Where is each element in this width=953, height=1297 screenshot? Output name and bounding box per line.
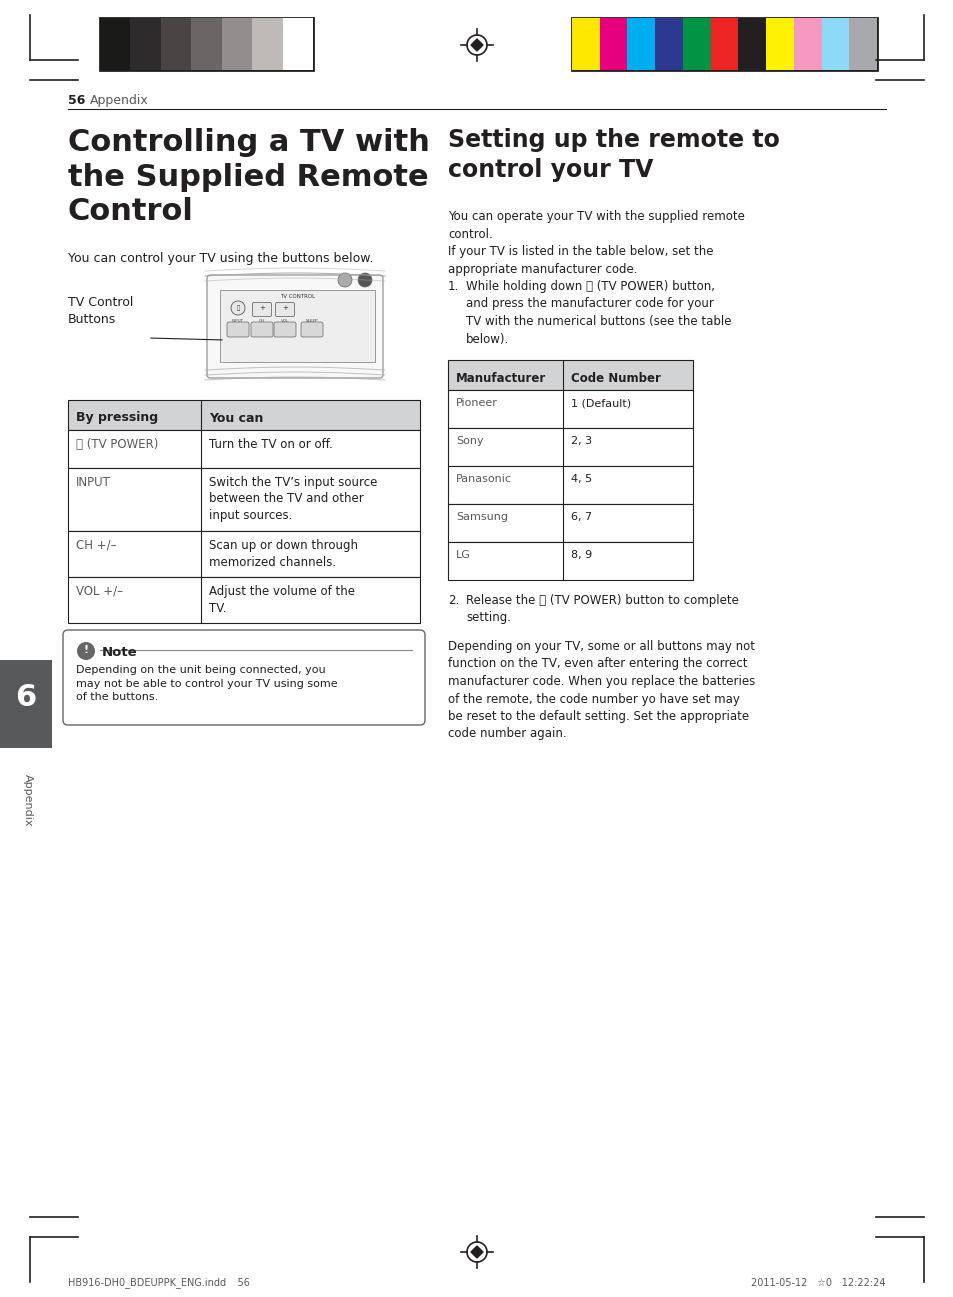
Bar [0, 660, 52, 748]
Text: Release the ⏻ (TV POWER) button to complete
setting.: Release the ⏻ (TV POWER) button to compl… [465, 594, 739, 624]
Text: +: + [259, 305, 265, 311]
Text: 56: 56 [68, 93, 94, 106]
Text: Appendix: Appendix [90, 93, 149, 106]
Text: +: + [282, 305, 288, 311]
FancyBboxPatch shape [253, 302, 272, 316]
Text: Setting up the remote to
control your TV: Setting up the remote to control your TV [448, 128, 779, 182]
Text: Sony: Sony [456, 436, 483, 446]
Bar [220, 291, 375, 362]
Text: Controlling a TV with
the Supplied Remote
Control: Controlling a TV with the Supplied Remot… [68, 128, 430, 227]
Bar [100, 18, 313, 70]
Bar [68, 431, 419, 468]
Bar [448, 361, 692, 390]
Circle shape [77, 642, 95, 660]
Text: VOL +/–: VOL +/– [76, 585, 123, 598]
Text: SLEEP: SLEEP [305, 319, 318, 323]
Bar [252, 18, 282, 70]
Bar [682, 18, 710, 70]
Text: Depending on your TV, some or all buttons may not
function on the TV, even after: Depending on your TV, some or all button… [448, 639, 755, 741]
Text: 2.: 2. [448, 594, 458, 607]
Text: INPUT: INPUT [232, 319, 244, 323]
Bar [448, 428, 692, 466]
Text: Depending on the unit being connected, you
may not be able to control your TV us: Depending on the unit being connected, y… [76, 665, 337, 702]
Bar [100, 18, 131, 70]
Text: HB916-DH0_BDEUPPK_ENG.indd  56: HB916-DH0_BDEUPPK_ENG.indd 56 [68, 1278, 250, 1288]
Polygon shape [471, 1246, 482, 1258]
Text: 8, 9: 8, 9 [571, 550, 592, 560]
Text: Adjust the volume of the
TV.: Adjust the volume of the TV. [209, 585, 355, 615]
FancyBboxPatch shape [227, 322, 249, 337]
Text: 1 (Default): 1 (Default) [571, 398, 631, 409]
FancyBboxPatch shape [63, 630, 424, 725]
Text: ⏻: ⏻ [236, 305, 239, 311]
Bar [448, 390, 692, 428]
Text: VOL: VOL [280, 319, 289, 323]
FancyBboxPatch shape [301, 322, 323, 337]
Text: 2011-05-12 ☆0 12:22:24: 2011-05-12 ☆0 12:22:24 [751, 1278, 885, 1288]
Text: TV CONTROL: TV CONTROL [279, 294, 314, 300]
Text: Panasonic: Panasonic [456, 473, 512, 484]
Bar [710, 18, 738, 70]
Bar [131, 18, 161, 70]
Text: By pressing: By pressing [76, 411, 158, 424]
FancyBboxPatch shape [275, 302, 294, 316]
Text: 4, 5: 4, 5 [571, 473, 592, 484]
Text: Turn the TV on or off.: Turn the TV on or off. [209, 438, 333, 451]
Bar [765, 18, 793, 70]
Text: 1.: 1. [448, 280, 458, 293]
Text: Code Number: Code Number [571, 371, 660, 384]
Bar [68, 577, 419, 623]
Bar [282, 18, 313, 70]
Bar [221, 18, 252, 70]
Bar [655, 18, 682, 70]
Bar [68, 468, 419, 530]
Text: CH +/–: CH +/– [76, 540, 116, 553]
Text: ⏻ (TV POWER): ⏻ (TV POWER) [76, 438, 158, 451]
Bar [572, 18, 876, 70]
Text: 2, 3: 2, 3 [571, 436, 592, 446]
Text: Samsung: Samsung [456, 512, 507, 521]
Bar [448, 466, 692, 505]
Bar [161, 18, 192, 70]
Bar [68, 530, 419, 577]
FancyBboxPatch shape [274, 322, 295, 337]
Text: Switch the TV’s input source
between the TV and other
input sources.: Switch the TV’s input source between the… [209, 476, 377, 521]
FancyBboxPatch shape [207, 275, 382, 377]
FancyBboxPatch shape [251, 322, 273, 337]
Text: LG: LG [456, 550, 471, 560]
Bar [793, 18, 821, 70]
Text: TV Control
Buttons: TV Control Buttons [68, 296, 133, 326]
Text: 6, 7: 6, 7 [571, 512, 592, 521]
Bar [448, 542, 692, 580]
Text: 6: 6 [15, 684, 36, 712]
Text: !: ! [83, 645, 89, 655]
Bar [192, 18, 221, 70]
Bar [627, 18, 655, 70]
Text: Appendix: Appendix [23, 774, 33, 826]
Text: You can control your TV using the buttons below.: You can control your TV using the button… [68, 252, 373, 265]
Circle shape [231, 301, 245, 315]
Text: You can: You can [209, 411, 263, 424]
Bar [68, 399, 419, 431]
Text: While holding down ⏻ (TV POWER) button,
and press the manufacturer code for your: While holding down ⏻ (TV POWER) button, … [465, 280, 731, 345]
Text: CH: CH [259, 319, 265, 323]
Text: Pioneer: Pioneer [456, 398, 497, 409]
Bar [448, 505, 692, 542]
Text: Manufacturer: Manufacturer [456, 371, 546, 384]
Text: Scan up or down through
memorized channels.: Scan up or down through memorized channe… [209, 540, 357, 568]
Bar [738, 18, 765, 70]
Bar [572, 18, 599, 70]
Bar [848, 18, 876, 70]
Text: You can operate your TV with the supplied remote
control.
If your TV is listed i: You can operate your TV with the supplie… [448, 210, 744, 275]
Bar [599, 18, 627, 70]
Circle shape [337, 272, 352, 287]
Text: Note: Note [102, 646, 137, 659]
Polygon shape [471, 39, 482, 51]
Bar [821, 18, 848, 70]
Text: INPUT: INPUT [76, 476, 111, 489]
Circle shape [357, 272, 372, 287]
